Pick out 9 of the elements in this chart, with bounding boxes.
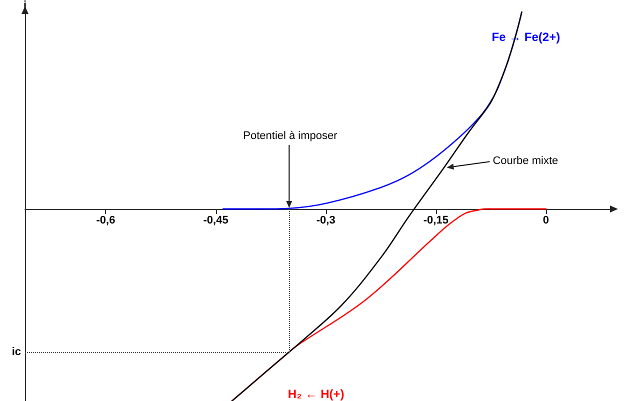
x-tick-label: 0 (542, 214, 550, 226)
text: H₂ ← H(+) (288, 386, 344, 400)
annotation: Potentiel à imposer (243, 130, 338, 144)
x-tick-label: -0,3 (316, 214, 336, 226)
ref-line-label: ic (12, 346, 21, 358)
legend-label: Courbe mixte (492, 155, 558, 168)
x-tick-label: -0,45 (203, 214, 228, 226)
x-tick-label: -0,6 (96, 214, 116, 226)
x-tick-label: -0,15 (423, 214, 448, 226)
